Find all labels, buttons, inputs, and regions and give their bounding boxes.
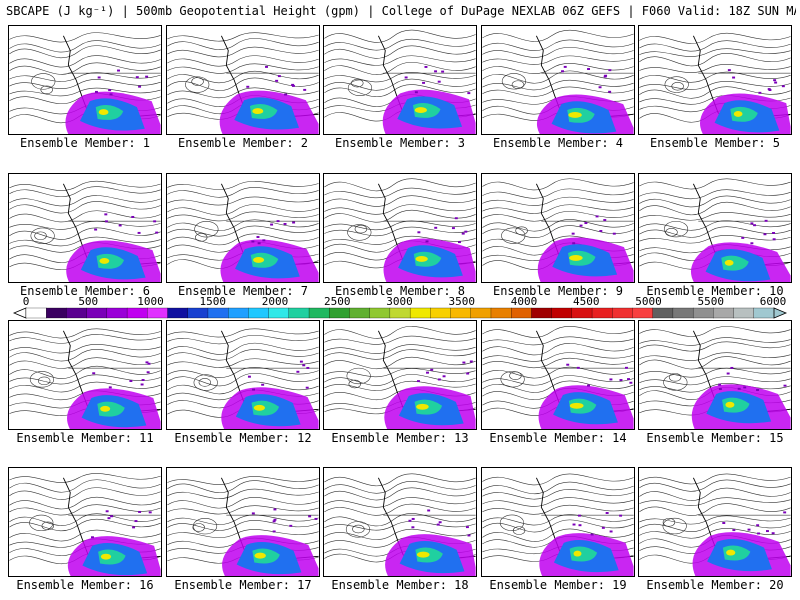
- ensemble-map-panel: [166, 320, 320, 430]
- colorbar-swatch: [571, 307, 593, 319]
- colorbar-swatch: [450, 307, 472, 319]
- colorbar-swatch: [308, 307, 330, 319]
- sbcape-colorbar: [12, 307, 788, 319]
- ensemble-map-panel: [323, 173, 477, 283]
- ensemble-map-panel: [638, 173, 792, 283]
- colorbar-swatch: [248, 307, 270, 319]
- ensemble-member-label: Ensemble Member: 17: [174, 578, 312, 592]
- colorbar-min-arrow: [12, 307, 27, 319]
- ensemble-map-panel: [8, 467, 162, 577]
- ensemble-member-label: Ensemble Member: 5: [649, 136, 781, 150]
- chart-title: SBCAPE (J kg⁻¹) | 500mb Geopotential Hei…: [6, 4, 796, 18]
- colorbar-tick-label: 3500: [448, 295, 476, 308]
- colorbar-tick-label: 2000: [261, 295, 289, 308]
- colorbar-swatch: [369, 307, 391, 319]
- ensemble-member-label: Ensemble Member: 12: [174, 431, 312, 445]
- colorbar-swatch: [86, 307, 108, 319]
- ensemble-member-label: Ensemble Member: 15: [646, 431, 784, 445]
- colorbar-tick-label: 2500: [324, 295, 351, 308]
- ensemble-map-panel: [481, 320, 635, 430]
- colorbar-swatch: [551, 307, 573, 319]
- ensemble-map-panel: [323, 320, 477, 430]
- ensemble-member-label: Ensemble Member: 10: [646, 284, 784, 298]
- colorbar-tick-label: 4500: [573, 295, 600, 308]
- colorbar-swatch: [66, 307, 88, 319]
- colorbar-swatch: [692, 307, 714, 319]
- ensemble-member-label: Ensemble Member: 16: [16, 578, 154, 592]
- ensemble-map-panel: [8, 173, 162, 283]
- colorbar-swatch: [753, 307, 775, 319]
- colorbar-tick-label: 500: [78, 295, 99, 308]
- colorbar-swatch: [531, 307, 553, 319]
- colorbar-swatch: [25, 307, 47, 319]
- colorbar-tick-label: 1000: [137, 295, 164, 308]
- ensemble-map-panel: [8, 25, 162, 135]
- colorbar-swatch: [409, 307, 431, 319]
- colorbar-swatch: [632, 307, 654, 319]
- colorbar-max-arrow: [773, 307, 788, 319]
- ensemble-map-panel: [638, 25, 792, 135]
- colorbar-swatch: [268, 307, 290, 319]
- colorbar-swatch: [652, 307, 674, 319]
- ensemble-member-label: Ensemble Member: 9: [492, 284, 624, 298]
- colorbar-swatch: [349, 307, 371, 319]
- colorbar-swatch: [106, 307, 128, 319]
- ensemble-member-label: Ensemble Member: 7: [177, 284, 309, 298]
- colorbar-swatch: [713, 307, 735, 319]
- ensemble-member-label: Ensemble Member: 3: [334, 136, 466, 150]
- ensemble-member-label: Ensemble Member: 1: [19, 136, 151, 150]
- colorbar-swatch: [167, 307, 189, 319]
- colorbar-swatch: [288, 307, 310, 319]
- colorbar-swatch: [490, 307, 512, 319]
- ensemble-member-label: Ensemble Member: 14: [489, 431, 627, 445]
- colorbar-tick-label: 5000: [635, 295, 662, 308]
- colorbar-tick-label: 0: [22, 295, 30, 308]
- ensemble-member-label: Ensemble Member: 19: [489, 578, 627, 592]
- ensemble-member-label: Ensemble Member: 20: [646, 578, 784, 592]
- colorbar-tick-label: 5500: [697, 295, 725, 308]
- ensemble-map-panel: [481, 173, 635, 283]
- colorbar-swatch: [228, 307, 249, 319]
- ensemble-map-panel: [638, 320, 792, 430]
- colorbar-tick-label: 4000: [510, 295, 538, 308]
- ensemble-map-panel: [166, 25, 320, 135]
- ensemble-member-label: Ensemble Member: 2: [177, 136, 309, 150]
- ensemble-map-panel: [166, 173, 320, 283]
- colorbar-swatch: [612, 307, 633, 319]
- colorbar-swatch: [46, 307, 67, 319]
- colorbar-swatch: [591, 307, 613, 319]
- colorbar-swatch: [207, 307, 229, 319]
- colorbar-swatch: [389, 307, 411, 319]
- ensemble-member-label: Ensemble Member: 8: [334, 284, 466, 298]
- ensemble-member-label: Ensemble Member: 13: [331, 431, 469, 445]
- ensemble-member-label: Ensemble Member: 4: [492, 136, 624, 150]
- ensemble-map-panel: [323, 25, 477, 135]
- colorbar-swatch: [733, 307, 755, 319]
- ensemble-map-panel: [638, 467, 792, 577]
- colorbar-swatch: [511, 307, 532, 319]
- ensemble-member-label: Ensemble Member: 18: [331, 578, 469, 592]
- ensemble-map-panel: [323, 467, 477, 577]
- colorbar-tick-label: 6000: [759, 295, 787, 308]
- ensemble-map-panel: [8, 320, 162, 430]
- colorbar-swatch: [430, 307, 451, 319]
- colorbar-swatch: [470, 307, 492, 319]
- colorbar-tick-label: 1500: [199, 295, 227, 308]
- colorbar-swatch: [187, 307, 209, 319]
- ensemble-map-panel: [166, 467, 320, 577]
- colorbar-swatch: [329, 307, 350, 319]
- colorbar-swatch: [126, 307, 148, 319]
- ensemble-map-panel: [481, 467, 635, 577]
- colorbar-tick-label: 3000: [386, 295, 413, 308]
- ensemble-member-label: Ensemble Member: 6: [19, 284, 151, 298]
- ensemble-map-panel: [481, 25, 635, 135]
- colorbar-swatch: [672, 307, 694, 319]
- ensemble-member-label: Ensemble Member: 11: [16, 431, 154, 445]
- colorbar-swatch: [147, 307, 168, 319]
